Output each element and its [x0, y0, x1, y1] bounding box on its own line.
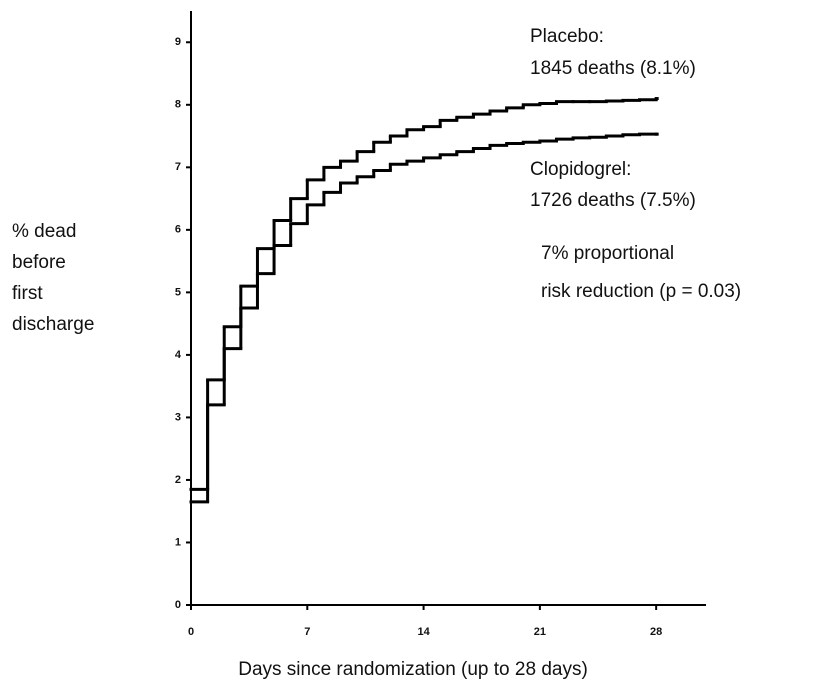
y-axis-label: discharge — [12, 314, 94, 335]
annotation: 1726 deaths (7.5%) — [530, 190, 696, 211]
x-tick-label: 7 — [304, 626, 310, 638]
y-tick-label: 5 — [175, 286, 181, 298]
x-tick-label: 28 — [650, 626, 662, 638]
y-tick-label: 6 — [175, 224, 181, 236]
annotation: Clopidogrel: — [530, 159, 631, 180]
annotation: 1845 deaths (8.1%) — [530, 58, 696, 79]
x-tick-label: 0 — [188, 626, 194, 638]
y-axis-label: % dead — [12, 221, 76, 242]
x-tick-label: 21 — [534, 626, 546, 638]
y-tick-label: 1 — [175, 536, 181, 548]
x-tick-label: 14 — [417, 626, 430, 638]
x-axis-label: Days since randomization (up to 28 days) — [238, 659, 588, 680]
annotation: risk reduction (p = 0.03) — [541, 281, 741, 302]
y-tick-label: 0 — [175, 599, 181, 611]
y-tick-label: 9 — [175, 36, 181, 48]
y-tick-label: 8 — [175, 99, 181, 111]
y-tick-label: 3 — [175, 411, 181, 423]
annotation: 7% proportional — [541, 243, 674, 264]
y-tick-label: 4 — [175, 349, 182, 361]
annotation: Placebo: — [530, 26, 604, 47]
y-axis-label: first — [12, 283, 43, 304]
y-axis-label: before — [12, 252, 66, 273]
y-tick-label: 2 — [175, 474, 181, 486]
y-tick-label: 7 — [175, 161, 181, 173]
